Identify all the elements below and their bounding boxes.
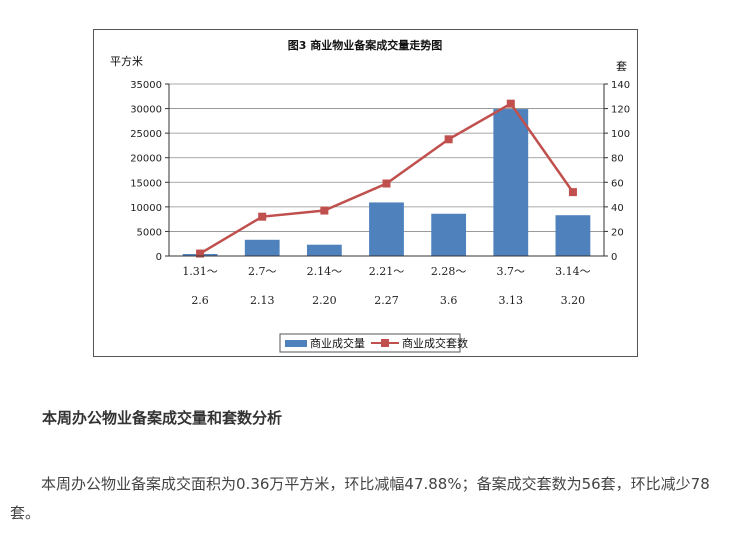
x-tick-label-top: 2.21～	[369, 265, 405, 278]
right-tick-label: 40	[611, 203, 624, 214]
chart-frame: 图3 商业物业备案成交量走势图 平方米 套 35000 30000 25000 200…	[93, 29, 638, 357]
left-tick-label: 30000	[130, 105, 162, 116]
line-point	[258, 212, 267, 221]
x-tick-label-top: 2.7～	[248, 265, 277, 278]
line-point	[506, 99, 515, 108]
x-tick-label-bottom: 3.6	[440, 294, 458, 307]
left-tick-label: 35000	[130, 80, 162, 91]
x-tick-label-bottom: 2.13	[250, 294, 275, 307]
legend-bar-swatch	[285, 340, 307, 347]
right-tick-label: 20	[611, 227, 624, 238]
right-tick-label: 140	[611, 80, 630, 91]
x-tick-label-bottom: 2.27	[374, 294, 399, 307]
x-tick-label-bottom: 2.20	[312, 294, 337, 307]
bar	[306, 244, 342, 256]
line-point	[444, 135, 453, 144]
legend-box	[279, 333, 461, 353]
right-tick-label: 80	[611, 154, 624, 165]
x-tick-label-top: 3.14～	[555, 265, 591, 278]
legend-bar-label: 商业成交量	[310, 336, 365, 350]
line-point	[382, 179, 391, 188]
bar	[431, 213, 467, 256]
left-tick-label: 0	[156, 252, 162, 263]
right-tick-label: 0	[611, 252, 617, 263]
right-tick-label: 100	[611, 129, 630, 140]
right-axis-label: 套	[616, 60, 627, 73]
left-tick-label: 20000	[130, 154, 162, 165]
bar-series	[182, 109, 591, 256]
x-tick-label-top: 2.14～	[307, 265, 343, 278]
section-heading: 本周办公物业备案成交量和套数分析	[42, 409, 283, 427]
x-tick-label-bottom: 2.6	[191, 294, 209, 307]
line-point	[568, 188, 577, 197]
bar	[555, 215, 591, 256]
bar	[493, 109, 529, 256]
x-tick-label-bottom: 3.20	[561, 294, 586, 307]
x-tick-label-top: 3.7～	[497, 265, 526, 278]
bar	[244, 239, 280, 256]
left-tick-label: 5000	[137, 227, 162, 238]
legend-line-label: 商业成交套数	[402, 336, 468, 350]
left-tick-label: 10000	[130, 203, 162, 214]
left-tick-label: 25000	[130, 129, 162, 140]
line-point	[196, 249, 205, 258]
x-tick-label-top: 2.28～	[431, 265, 467, 278]
right-tick-label: 120	[611, 105, 630, 116]
left-axis-label: 平方米	[110, 54, 143, 68]
chart-svg: 图3 商业物业备案成交量走势图 平方米 套 350003000025000200…	[110, 38, 630, 353]
right-tick-label: 60	[611, 178, 624, 189]
bar	[369, 202, 404, 256]
left-tick-label: 15000	[130, 178, 162, 189]
legend-line-marker	[381, 339, 389, 347]
section-paragraph: 本周办公物业备案成交面积为0.36万平方米，环比减幅47.88%；备案成交套数为…	[10, 475, 710, 522]
line-series	[196, 99, 577, 258]
axes: 35000 30000 25000 20000 15000 10000 5000 0 140 12…	[130, 80, 630, 307]
line-point	[320, 206, 329, 215]
legend: 商业成交量 商业成交套数	[279, 333, 468, 353]
x-tick-label-top: 1.31～	[182, 265, 218, 278]
chart-title: 图3 商业物业备案成交量走势图	[288, 38, 442, 52]
x-tick-label-bottom: 3.13	[499, 294, 524, 307]
